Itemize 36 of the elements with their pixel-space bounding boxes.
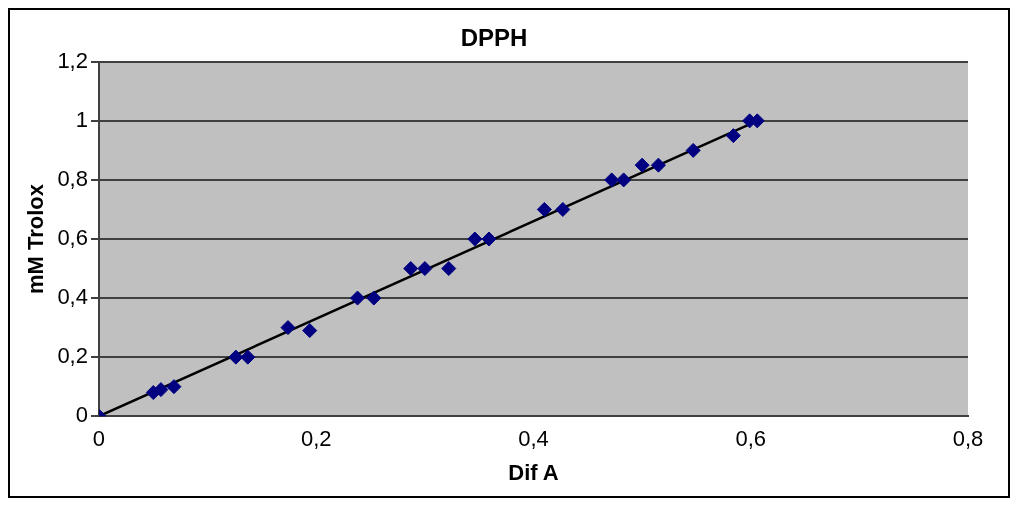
- y-tick-label: 0,2: [57, 343, 88, 369]
- y-tick-label: 0: [75, 402, 88, 428]
- x-tick-label: 0,6: [735, 426, 767, 452]
- point: [616, 172, 632, 188]
- point: [166, 379, 182, 395]
- point: [366, 290, 382, 306]
- x-tick-label: 0,8: [952, 426, 984, 452]
- point: [228, 349, 244, 365]
- point: [604, 172, 620, 188]
- point: [280, 320, 296, 336]
- y-tick-label: 0,6: [57, 225, 88, 251]
- x-tick-label: 0,2: [300, 426, 332, 452]
- point: [536, 201, 552, 217]
- point: [634, 157, 650, 173]
- point: [403, 261, 419, 277]
- point: [725, 128, 741, 144]
- point: [302, 323, 318, 339]
- point: [441, 261, 457, 277]
- point: [153, 382, 169, 398]
- x-tick-label: 0: [92, 426, 106, 452]
- y-axis-title: mM Trolox: [23, 183, 49, 295]
- point: [350, 290, 366, 306]
- point: [240, 349, 256, 365]
- y-tick-label: 1,2: [57, 47, 88, 73]
- point: [555, 201, 571, 217]
- x-tick-label: 0,4: [518, 426, 549, 452]
- point: [481, 231, 497, 247]
- chart-title: DPPH: [460, 24, 528, 52]
- point: [685, 142, 701, 158]
- point: [417, 261, 433, 277]
- point: [467, 231, 483, 247]
- y-tick-label: 0,8: [57, 166, 88, 191]
- y-tick-label: 0,4: [57, 284, 88, 310]
- y-tick-label: 1: [75, 106, 88, 132]
- point: [650, 157, 666, 173]
- x-axis-title: Dif A: [508, 459, 559, 485]
